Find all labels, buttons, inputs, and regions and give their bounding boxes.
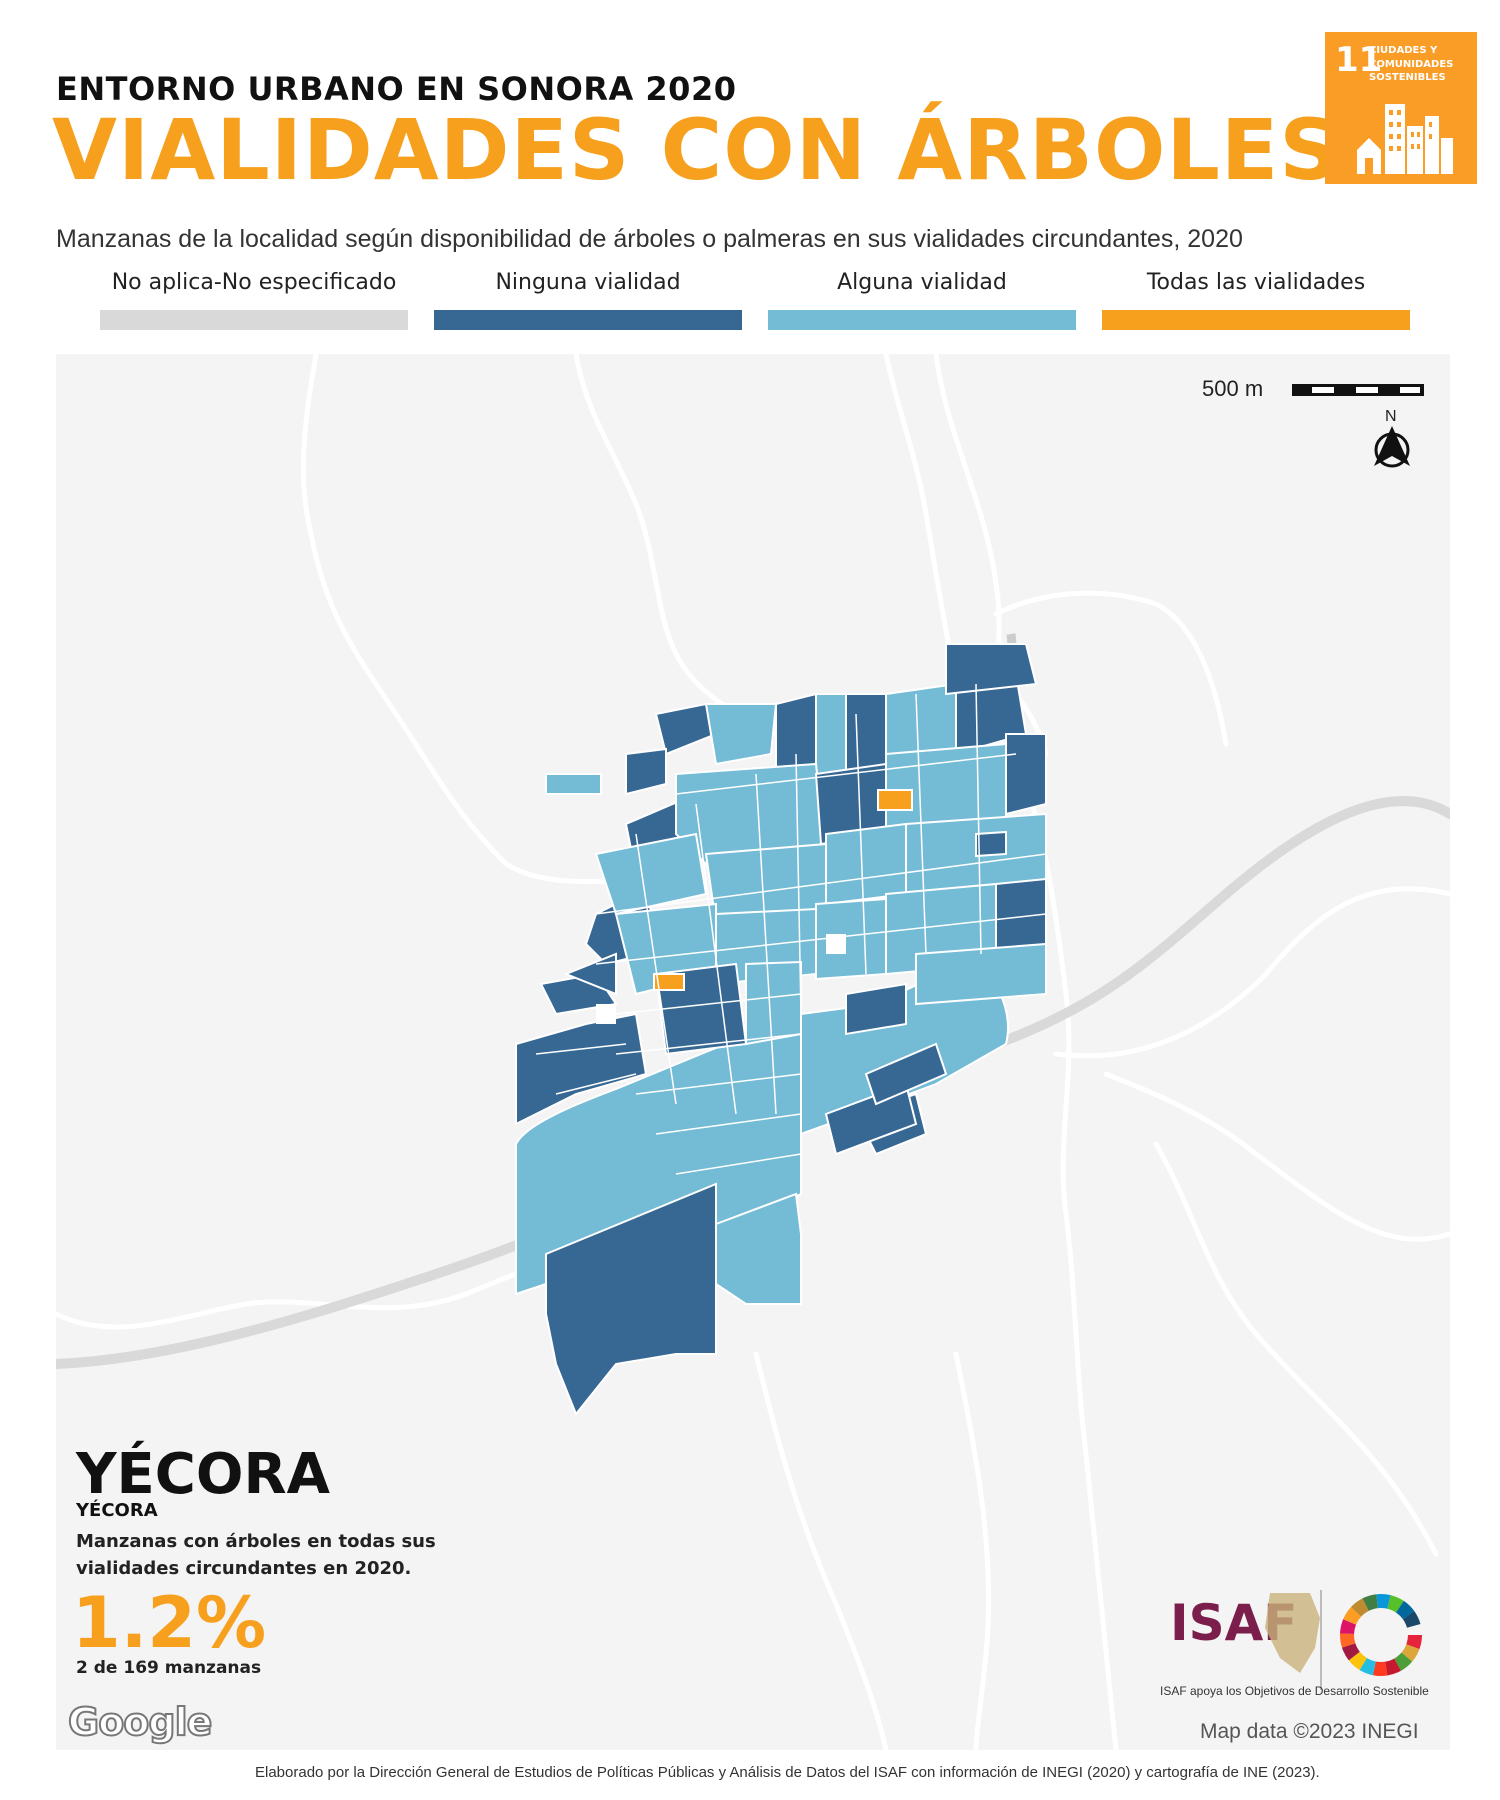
sonora-map-icon [1265,1593,1320,1673]
legend-label: No aplica-No especificado [111,270,397,295]
legend-item-ninguna: Ninguna vialidad [434,270,742,330]
block-ninguna [975,830,1007,858]
block-ninguna [545,1182,717,1416]
legend-item-no-aplica: No aplica-No especificado [100,270,408,330]
block-ninguna [563,952,617,996]
footer-credit: Elaborado por la Dirección General de Es… [255,1764,1320,1781]
block-ninguna [864,1042,948,1106]
block-alguna [915,942,1047,1006]
urban-blocks [515,643,1047,1416]
block-todas [653,973,685,991]
google-logo: Google [67,1699,213,1745]
isaf-caption: ISAF apoya los Objetivos de Desarrollo S… [1160,1684,1429,1698]
indicator-percent: 1.2% [72,1582,267,1664]
legend-label: Alguna vialidad [837,270,1007,295]
legend-swatch [100,310,408,330]
sdg-wheel-icon [1340,1594,1422,1676]
sdg-11-badge: 11 Ciudades y comunidades sostenibles [1325,32,1477,184]
block-alguna [825,822,907,906]
legend-item-alguna: Alguna vialidad [768,270,1076,330]
indicator-count: 2 de 169 manzanas [76,1658,262,1678]
legend-label: Ninguna vialidad [495,270,681,295]
block-todas [877,789,913,811]
kicker-title: ENTORNO URBANO EN SONORA 2020 [56,70,737,108]
block-alguna [594,832,708,916]
main-title: VIALIDADES CON ÁRBOLES [52,101,1341,199]
subtitle: Manzanas de la localidad según disponibi… [56,225,1243,253]
logo-divider [1320,1590,1322,1690]
legend-swatch [768,310,1076,330]
municipality-name: YÉCORA [76,1442,330,1507]
city-buildings-icon [1357,104,1453,174]
sdg-text: Ciudades y comunidades sostenibles [1369,45,1454,83]
block-ninguna [845,982,907,1036]
map-attribution: Map data ©2023 INEGI [1200,1720,1419,1743]
block-alguna [545,773,602,795]
block-ninguna [945,643,1038,696]
legend-swatch [434,310,742,330]
indicator-description: Manzanas con árboles en todas sus vialid… [76,1531,436,1579]
locality-name: YÉCORA [76,1500,158,1521]
scale-label: 500 m [1202,376,1264,401]
block-alguna [704,703,778,766]
north-arrow-icon [1374,426,1410,468]
legend-swatch [1102,310,1410,330]
sdg-number: 11 [1335,40,1383,80]
block-ninguna [515,1012,648,1126]
block-alguna [745,960,802,1046]
legend-item-todas: Todas las vialidades [1102,270,1410,330]
map-svg [56,354,1450,1750]
block-ninguna [625,747,667,796]
scale-bar [1292,384,1424,396]
block-ninguna [1005,733,1047,816]
legend-label: Todas las vialidades [1146,270,1366,295]
north-label: N [1385,408,1397,425]
map-canvas[interactable] [56,354,1450,1750]
